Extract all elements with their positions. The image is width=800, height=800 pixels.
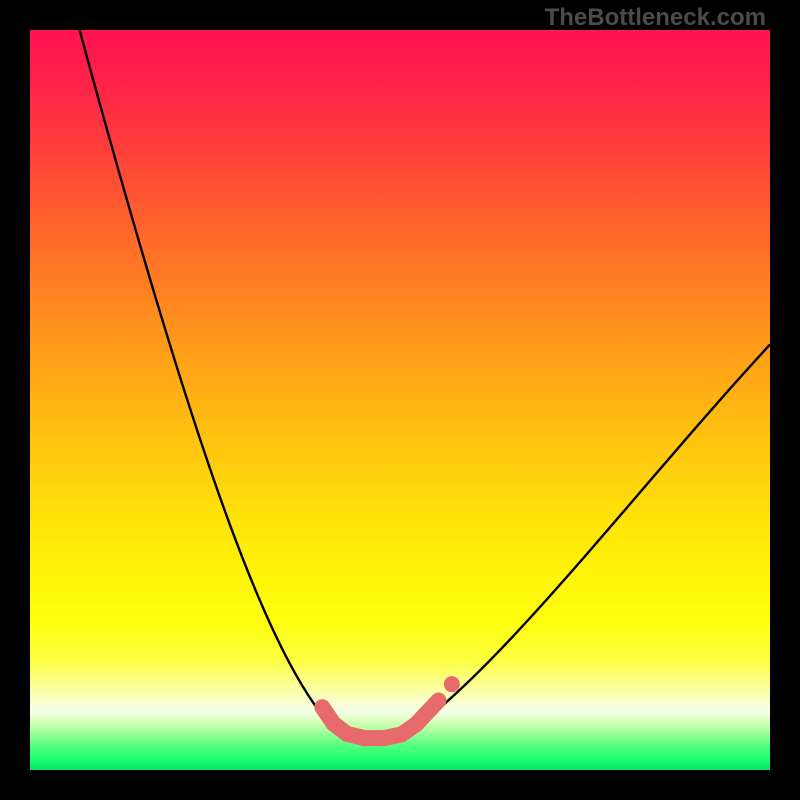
watermark-text: TheBottleneck.com <box>545 4 766 32</box>
curve-right <box>404 345 770 736</box>
trough-outlier-dot <box>444 676 460 692</box>
curve-left <box>80 30 341 736</box>
bottleneck-curve-chart <box>30 30 770 770</box>
trough-segment <box>416 700 438 724</box>
chart-frame <box>30 30 770 770</box>
